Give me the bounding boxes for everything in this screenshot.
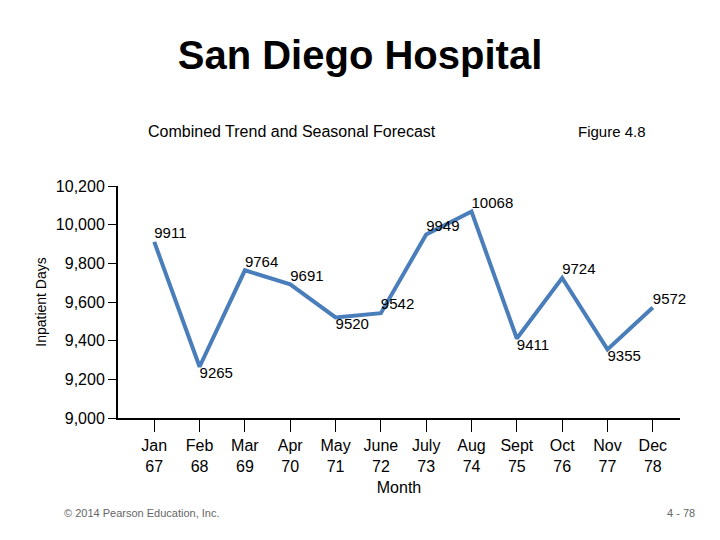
svg-text:9,600: 9,600 [65,294,105,311]
svg-text:San Diego Hospital: San Diego Hospital [178,33,543,77]
svg-text:June72: June72 [364,437,399,475]
svg-text:9,000: 9,000 [65,410,105,427]
svg-text:9,400: 9,400 [65,332,105,349]
svg-text:© 2014 Pearson Education, Inc.: © 2014 Pearson Education, Inc. [64,507,219,519]
svg-text:Nov77: Nov77 [593,437,621,475]
svg-text:9520: 9520 [336,315,369,332]
svg-text:9355: 9355 [607,347,640,364]
svg-text:9265: 9265 [200,364,233,381]
svg-text:10068: 10068 [472,194,514,211]
svg-text:Inpatient Days: Inpatient Days [33,257,49,347]
svg-text:Apr70: Apr70 [278,437,304,475]
svg-text:Feb68: Feb68 [186,437,214,475]
svg-text:Figure 4.8: Figure 4.8 [578,123,646,140]
svg-text:Aug74: Aug74 [457,437,485,475]
svg-text:10,200: 10,200 [56,178,105,195]
svg-text:Dec78: Dec78 [639,437,667,475]
svg-text:Mar69: Mar69 [231,437,259,475]
svg-text:Oct76: Oct76 [550,437,575,475]
svg-text:Combined Trend and Seasonal Fo: Combined Trend and Seasonal Forecast [148,123,436,140]
svg-text:9764: 9764 [245,253,278,270]
svg-text:9542: 9542 [381,295,414,312]
svg-text:9949: 9949 [426,217,459,234]
svg-text:9911: 9911 [154,224,186,241]
svg-text:Jan67: Jan67 [141,437,167,475]
svg-text:Month: Month [377,479,421,496]
svg-text:May71: May71 [320,437,350,475]
svg-text:9691: 9691 [290,267,323,284]
svg-text:9,800: 9,800 [65,255,105,272]
svg-text:4 - 78: 4 - 78 [667,507,695,519]
svg-text:July73: July73 [412,437,440,475]
svg-text:9,200: 9,200 [65,371,105,388]
svg-text:9572: 9572 [653,290,686,307]
svg-text:Sept75: Sept75 [500,437,533,475]
svg-text:9724: 9724 [562,260,595,277]
svg-text:9411: 9411 [517,336,549,353]
svg-text:10,000: 10,000 [56,216,105,233]
